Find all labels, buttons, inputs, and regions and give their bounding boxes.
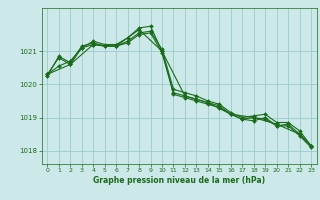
X-axis label: Graphe pression niveau de la mer (hPa): Graphe pression niveau de la mer (hPa) bbox=[93, 176, 265, 185]
